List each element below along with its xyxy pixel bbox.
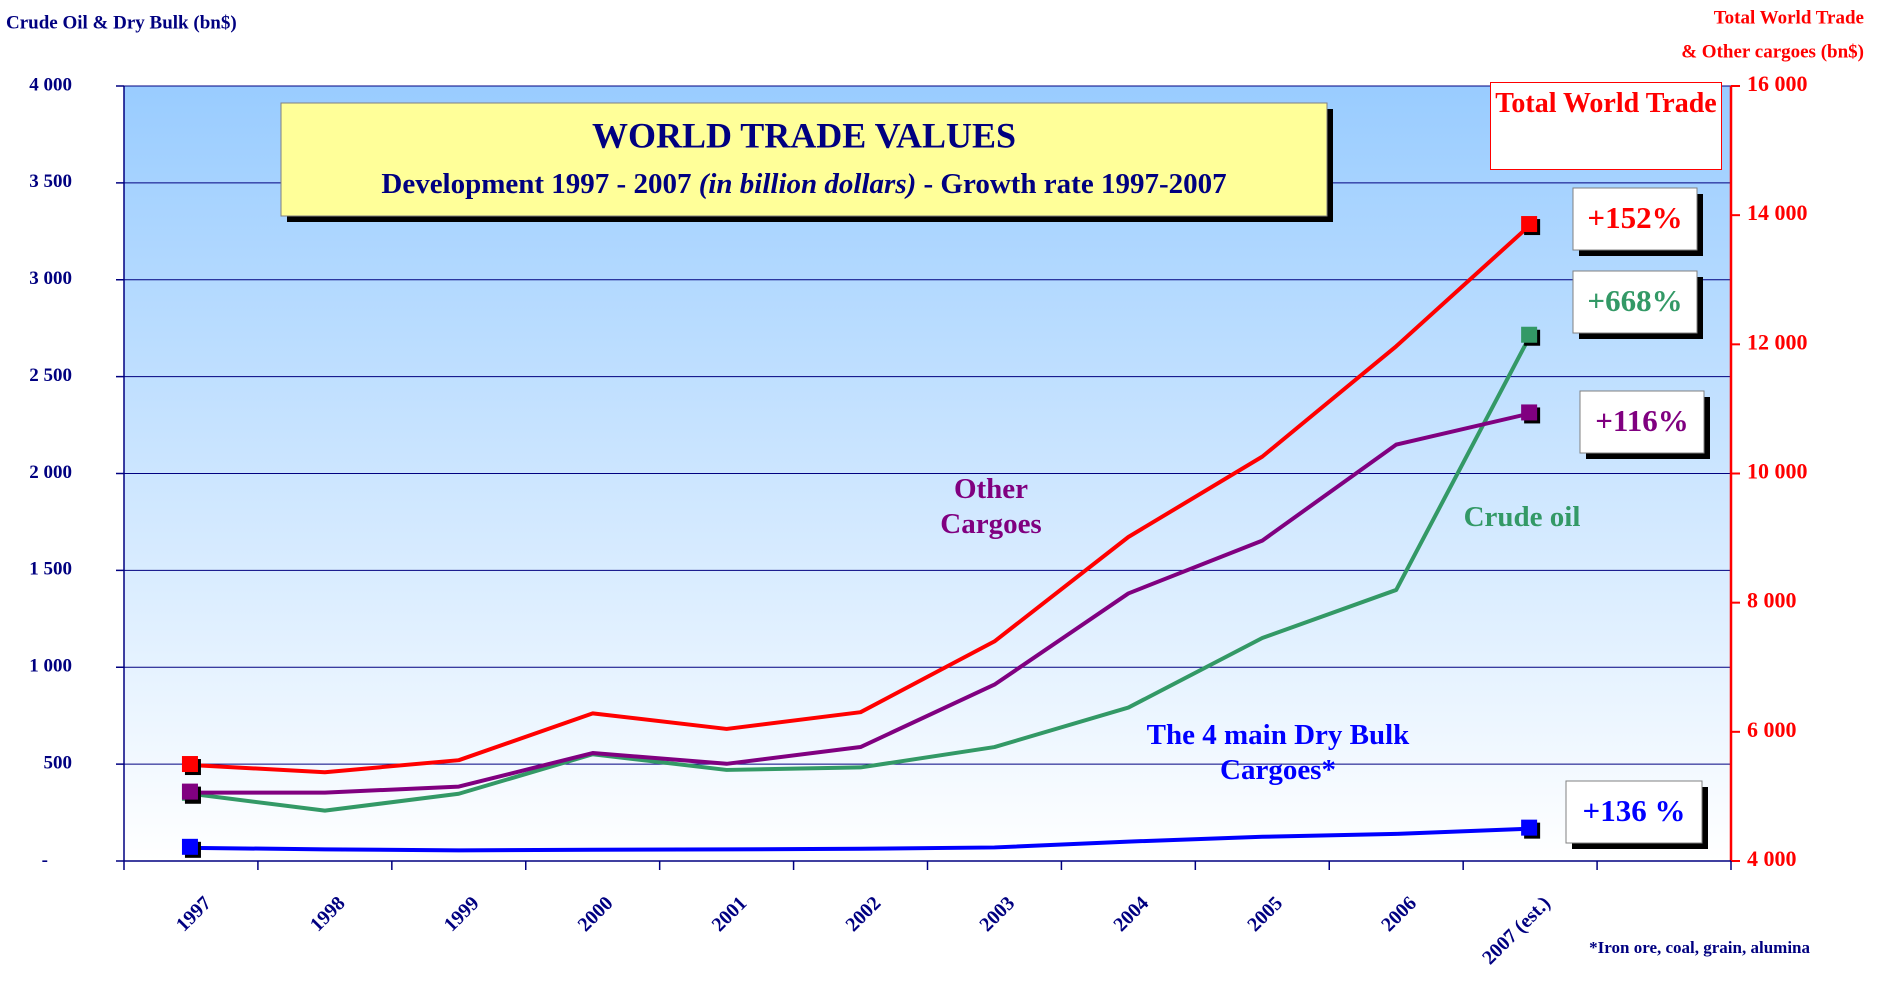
growth-label: +116% bbox=[1595, 403, 1688, 438]
y-tick-label: 1 500 bbox=[29, 559, 72, 580]
subtitle-part: Development 1997 - 2007 bbox=[381, 168, 698, 200]
growth-label: +668% bbox=[1587, 283, 1682, 318]
x-tick-label: 2004 bbox=[1109, 892, 1153, 936]
x-tick-label: 2002 bbox=[841, 892, 885, 936]
y2-tick-label: 16 000 bbox=[1747, 71, 1808, 96]
growth-box bbox=[1579, 390, 1705, 454]
x-tick-label: 2005 bbox=[1243, 892, 1287, 936]
subtitle-part: (in billion dollars) bbox=[699, 168, 917, 200]
series-label: Other Cargoes bbox=[940, 473, 1042, 540]
growth-box bbox=[1565, 780, 1703, 844]
y-tick-label: 1 000 bbox=[29, 656, 72, 677]
x-tick-label: 2007 (est.) bbox=[1478, 892, 1555, 969]
y-tick-label: 4 000 bbox=[29, 74, 72, 95]
y-tick-label: 2 500 bbox=[29, 365, 72, 386]
chart-title: WORLD TRADE VALUES bbox=[592, 115, 1016, 155]
x-tick-label: 1997 bbox=[172, 892, 216, 936]
x-tick-label: 2000 bbox=[574, 892, 618, 936]
y-tick-label: 3 500 bbox=[29, 171, 72, 192]
x-tick-label: 2003 bbox=[975, 892, 1019, 936]
growth-box bbox=[1572, 187, 1698, 251]
series-label: The 4 main Dry Bulk Cargoes* bbox=[1146, 719, 1410, 786]
chart-subtitle: Development 1997 - 2007 (in billion doll… bbox=[381, 168, 1226, 200]
series-line bbox=[190, 334, 1532, 813]
title-box bbox=[280, 102, 1328, 217]
marker bbox=[1521, 216, 1538, 233]
footnote: *Iron ore, coal, grain, alumina bbox=[1589, 938, 1810, 957]
y2-tick-label: 4 000 bbox=[1747, 846, 1797, 871]
y2-axis-label: & Other cargoes (bn$) bbox=[1681, 41, 1864, 62]
series-label: Crude oil bbox=[1463, 501, 1581, 533]
y-tick-label: 2 000 bbox=[29, 462, 72, 483]
y2-axis-label: Total World Trade bbox=[1714, 7, 1864, 28]
series-line bbox=[190, 826, 1531, 853]
series-label: Total World Trade bbox=[1490, 82, 1722, 170]
marker bbox=[1521, 326, 1538, 343]
growth-label: +152% bbox=[1587, 200, 1682, 235]
y-axis-label: Crude Oil & Dry Bulk (bn$) bbox=[6, 12, 237, 33]
x-tick-label: 2001 bbox=[708, 892, 752, 936]
series-line bbox=[190, 223, 1532, 775]
marker bbox=[1521, 819, 1538, 836]
marker bbox=[181, 838, 198, 855]
x-tick-label: 1999 bbox=[440, 892, 484, 936]
marker bbox=[181, 783, 198, 800]
marker bbox=[181, 756, 198, 773]
series-line bbox=[190, 411, 1531, 795]
growth-box bbox=[1572, 270, 1698, 334]
y2-tick-label: 10 000 bbox=[1747, 459, 1808, 484]
y2-tick-label: 14 000 bbox=[1747, 200, 1808, 225]
y2-tick-label: 8 000 bbox=[1747, 588, 1797, 613]
y2-tick-label: 6 000 bbox=[1747, 717, 1797, 742]
y-tick-label: - bbox=[42, 849, 48, 870]
marker bbox=[1521, 404, 1538, 421]
y2-tick-label: 12 000 bbox=[1747, 329, 1808, 354]
y-tick-label: 3 000 bbox=[29, 268, 72, 289]
growth-label: +136 % bbox=[1583, 793, 1686, 828]
x-tick-label: 1998 bbox=[306, 892, 350, 936]
y-tick-label: 500 bbox=[44, 752, 73, 773]
subtitle-part: - Growth rate 1997-2007 bbox=[916, 168, 1226, 200]
x-tick-label: 2006 bbox=[1377, 892, 1421, 936]
